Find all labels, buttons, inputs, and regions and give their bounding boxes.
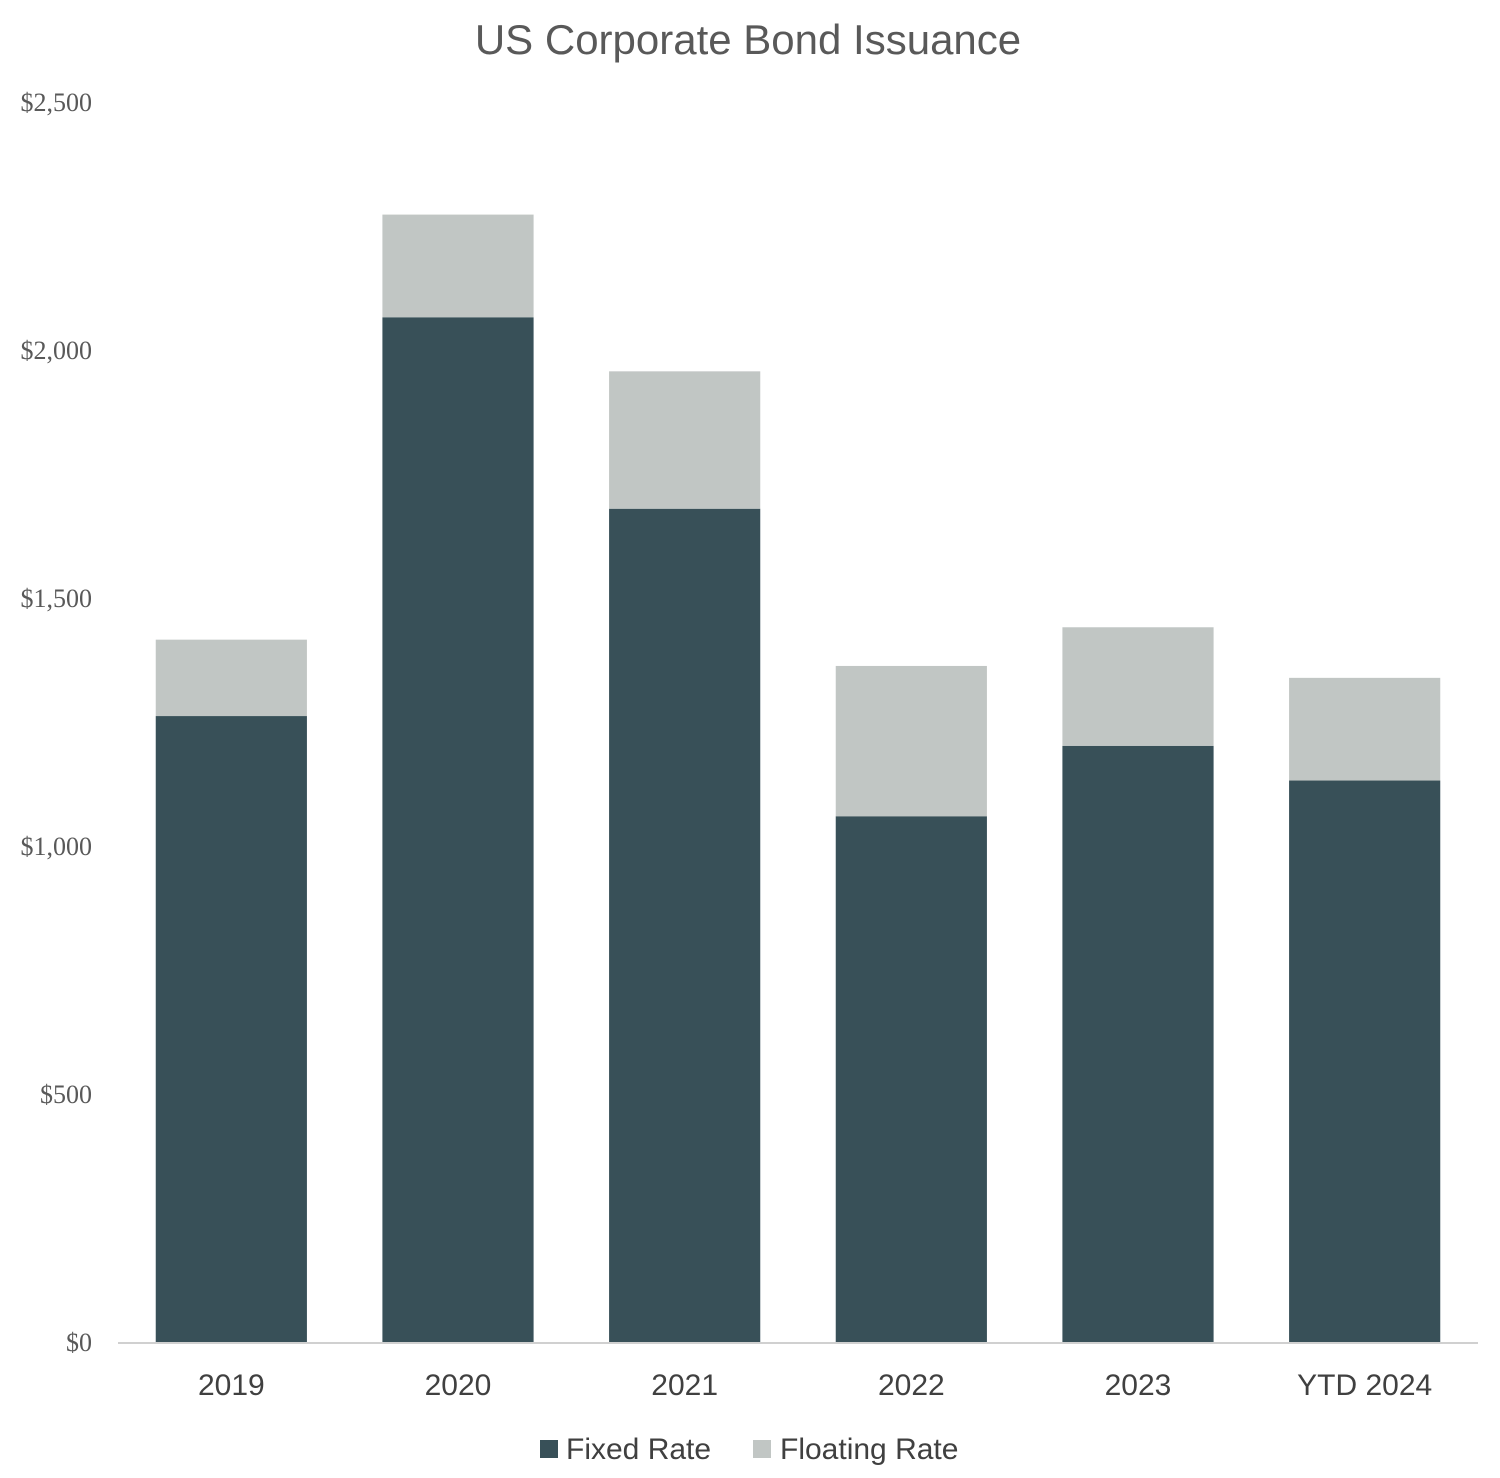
x-category-label: 2022	[878, 1369, 945, 1402]
bar-floating-rate	[155, 639, 307, 717]
x-category-label: 2023	[1105, 1369, 1172, 1402]
x-category-label: 2021	[651, 1369, 718, 1402]
bar-floating-rate	[835, 665, 987, 817]
x-axis-labels: 2019 2020 2021 2022 2023 YTD 2024	[198, 1369, 1432, 1402]
legend-swatch-floating-rate	[753, 1440, 771, 1458]
y-tick-label: $1,000	[21, 832, 93, 861]
x-category-label: YTD 2024	[1297, 1369, 1432, 1402]
bars-group	[155, 214, 1441, 1343]
x-category-label: 2020	[425, 1369, 492, 1402]
y-tick-label: $500	[40, 1080, 92, 1109]
bar-fixed-rate	[155, 716, 307, 1342]
bar-floating-rate	[382, 214, 534, 318]
bar-floating-rate	[1062, 627, 1214, 746]
bar-fixed-rate	[382, 317, 534, 1342]
legend: Fixed Rate Floating Rate	[540, 1433, 958, 1466]
y-tick-label: $2,000	[21, 336, 93, 365]
bar-fixed-rate	[1289, 780, 1441, 1342]
y-tick-label: $2,500	[21, 88, 93, 117]
legend-swatch-fixed-rate	[540, 1440, 558, 1458]
bar-fixed-rate	[835, 816, 987, 1342]
y-axis-ticks: $0 $500 $1,000 $1,500 $2,000 $2,500	[21, 88, 93, 1357]
bar-fixed-rate	[1062, 745, 1214, 1342]
legend-label: Fixed Rate	[566, 1433, 711, 1466]
y-tick-label: $1,500	[21, 584, 93, 613]
chart-title: US Corporate Bond Issuance	[475, 16, 1021, 63]
legend-label: Floating Rate	[780, 1433, 958, 1466]
bar-floating-rate	[1289, 677, 1441, 781]
bar-floating-rate	[609, 371, 761, 509]
bar-fixed-rate	[609, 508, 761, 1343]
y-tick-label: $0	[66, 1328, 92, 1357]
x-category-label: 2019	[198, 1369, 265, 1402]
